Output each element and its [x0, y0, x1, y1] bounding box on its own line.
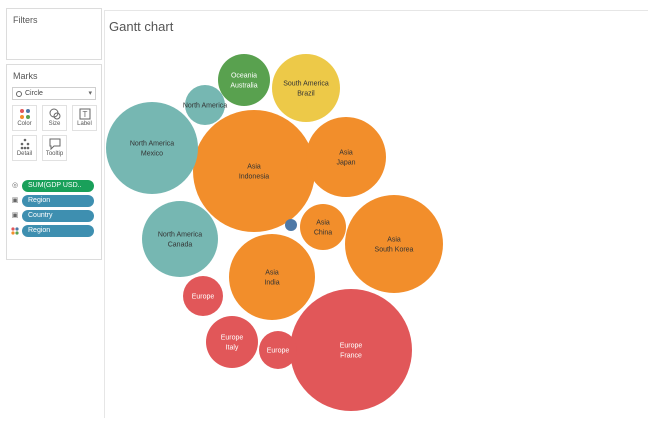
filters-shelf[interactable]: Filters: [6, 8, 102, 60]
mark-type-value: Circle: [25, 90, 43, 97]
pill-row-region-label: ▣ Region: [11, 195, 94, 207]
bubble-region-label: North America: [183, 103, 227, 110]
bubble-region-label: Asia: [387, 237, 401, 244]
bubble-country-label: China: [314, 230, 332, 237]
bubble-country-label: Brazil: [297, 91, 315, 98]
filters-title: Filters: [13, 15, 38, 25]
size-button[interactable]: Size: [42, 105, 67, 131]
tooltip-bubble-icon: [49, 138, 61, 150]
bubble-italy[interactable]: [206, 316, 258, 368]
color-dots-icon: [20, 109, 30, 119]
bubble-region-label: Asia: [316, 220, 330, 227]
tooltip-button[interactable]: Tooltip: [42, 135, 67, 161]
bubble-country-label: Indonesia: [239, 174, 269, 181]
sheet-title: Gantt chart: [109, 19, 174, 34]
label-label: Label: [77, 121, 92, 127]
bubble-region-label: Oceania: [231, 73, 257, 80]
tooltip-label: Tooltip: [45, 151, 64, 157]
region-color-pill[interactable]: Region: [22, 225, 94, 237]
country-label-pill[interactable]: Country: [22, 210, 94, 222]
bubble-region-label: North America: [158, 232, 202, 239]
bubble-region-label: Asia: [265, 270, 279, 277]
size-icon: [49, 108, 61, 120]
bubble-india[interactable]: [229, 234, 315, 320]
pill-row-size: ◎ SUM(GDP USD..: [11, 180, 94, 192]
bubble-australia[interactable]: [218, 54, 270, 106]
size-icon: ◎: [11, 182, 19, 189]
bubble-country-label: Mexico: [141, 151, 163, 158]
bubble-europe[interactable]: [183, 276, 223, 316]
bubble-japan[interactable]: [306, 117, 386, 197]
bubble-chart: Asia Indonesia Asia South Korea Asia Japan Asi…: [106, 54, 443, 411]
bubble-country-label: France: [340, 353, 362, 360]
bubble-region-label: Asia: [247, 164, 261, 171]
bubble-region-label: South America: [283, 81, 329, 88]
pill-row-country-label: ▣ Country: [11, 210, 94, 222]
bubble-country-label: Japan: [336, 160, 355, 167]
bubble-country-label: South Korea: [375, 247, 414, 254]
bubble-region-label: Europe: [192, 294, 215, 301]
marks-title: Marks: [13, 71, 38, 81]
circle-mark-icon: [16, 90, 22, 97]
bubble-canada[interactable]: [142, 201, 218, 277]
gdp-sum-pill[interactable]: SUM(GDP USD..: [22, 180, 94, 192]
bubble-north-america[interactable]: [185, 85, 225, 125]
bubble-region-label: Europe: [221, 335, 244, 342]
label-text-icon: ▣: [11, 212, 19, 219]
bubble-country-label: Italy: [226, 345, 239, 352]
mark-type-dropdown[interactable]: Circle ▾: [12, 87, 96, 100]
detail-dots-icon: [20, 138, 30, 150]
region-label-pill[interactable]: Region: [22, 195, 94, 207]
bubble-brazil[interactable]: [272, 54, 340, 122]
svg-text:T: T: [83, 110, 88, 119]
bubble-country-label: Australia: [230, 83, 257, 90]
bubble-region-label: Asia: [339, 150, 353, 157]
bubble-other[interactable]: [285, 219, 297, 231]
size-label: Size: [48, 121, 61, 127]
color-dots-icon: [11, 227, 19, 235]
bubble-europe[interactable]: [259, 331, 297, 369]
label-text-icon: T: [79, 108, 91, 120]
left-panel: Filters Marks Circle ▾ Color Size T La: [6, 8, 102, 413]
label-button[interactable]: T Label: [72, 105, 97, 131]
color-label: Color: [17, 121, 32, 127]
bubble-south-korea[interactable]: [345, 195, 443, 293]
detail-label: Detail: [16, 151, 33, 157]
bubble-region-label: Europe: [340, 343, 363, 350]
marks-card: Marks Circle ▾ Color Size T Label: [6, 64, 102, 260]
label-text-icon: ▣: [11, 197, 19, 204]
color-button[interactable]: Color: [12, 105, 37, 131]
detail-button[interactable]: Detail: [12, 135, 37, 161]
bubble-indonesia[interactable]: [193, 110, 315, 232]
bubble-region-label: Europe: [267, 348, 290, 355]
bubble-region-label: North America: [130, 141, 174, 148]
chevron-down-icon: ▾: [88, 90, 92, 97]
bubble-country-label: Canada: [168, 242, 193, 249]
bubble-china[interactable]: [300, 204, 346, 250]
chart-view: Gantt chart Asia Indonesia Asia South Korea…: [104, 10, 648, 418]
bubble-france[interactable]: [290, 289, 412, 411]
bubble-mexico[interactable]: [106, 102, 198, 194]
bubble-country-label: India: [264, 280, 279, 287]
pill-row-region-color: Region: [11, 225, 94, 237]
